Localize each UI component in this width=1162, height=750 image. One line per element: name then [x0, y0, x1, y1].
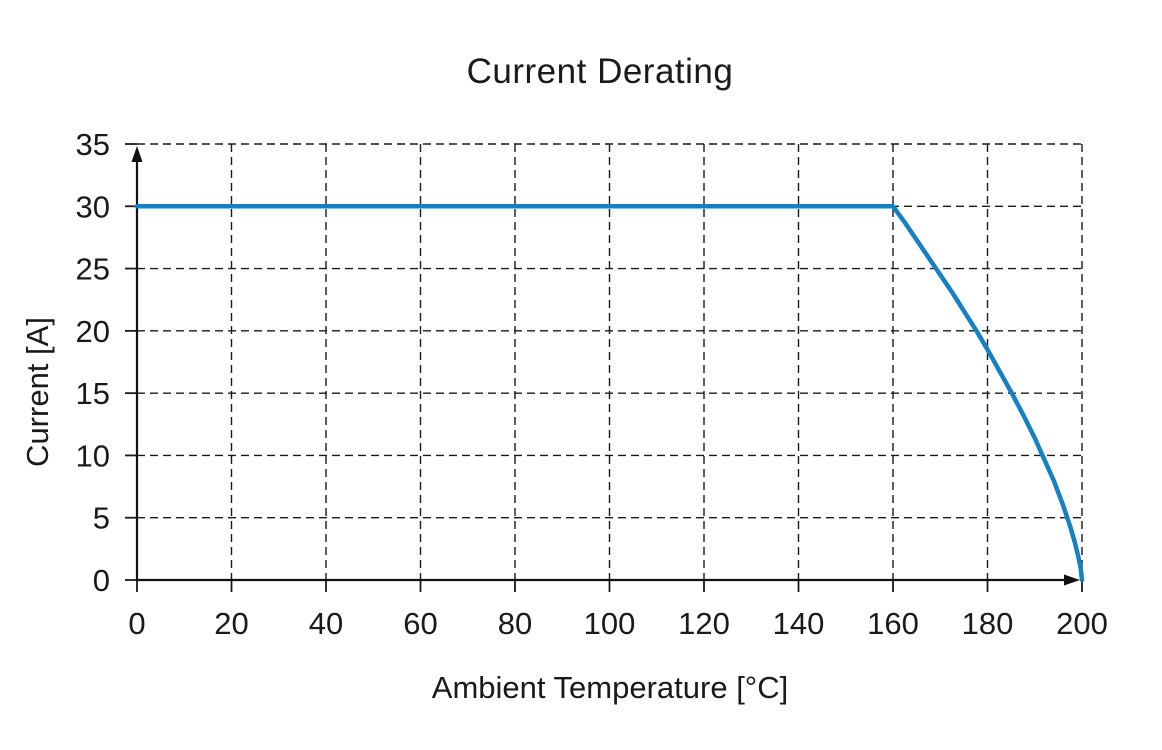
- y-tick-label: 30: [76, 189, 110, 224]
- x-tick-label: 0: [128, 606, 145, 641]
- x-tick-label: 40: [309, 606, 343, 641]
- x-tick-label: 140: [773, 606, 825, 641]
- y-tick-label: 5: [93, 501, 110, 536]
- y-tick-label: 10: [76, 438, 110, 473]
- x-tick-label: 200: [1056, 606, 1108, 641]
- x-tick-label: 120: [678, 606, 730, 641]
- x-tick-label: 20: [214, 606, 248, 641]
- y-tick-label: 0: [93, 563, 110, 598]
- series-line-current-derating-curve: [134, 204, 1085, 583]
- y-axis-arrow: [131, 146, 143, 162]
- y-tick-label: 15: [76, 376, 110, 411]
- x-tick-label: 60: [403, 606, 437, 641]
- x-tick-label: 160: [867, 606, 919, 641]
- chart-title: Current Derating: [466, 52, 734, 91]
- x-axis-arrow: [1064, 574, 1080, 586]
- x-tick-label: 100: [584, 606, 636, 641]
- x-axis-title: Ambient Temperature [°C]: [431, 670, 789, 705]
- x-tick-label: 80: [498, 606, 532, 641]
- x-tick-label: 180: [962, 606, 1014, 641]
- y-tick-label: 35: [76, 127, 110, 162]
- y-tick-label: 25: [76, 252, 110, 287]
- y-tick-label: 20: [76, 314, 110, 349]
